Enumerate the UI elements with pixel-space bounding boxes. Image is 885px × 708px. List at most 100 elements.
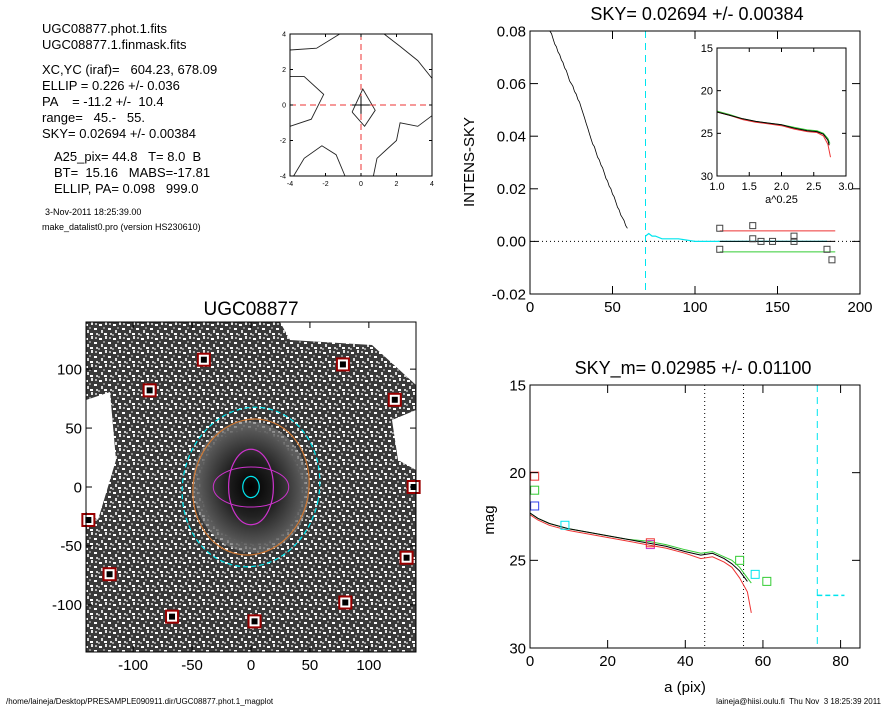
contour-xtick-label: 4 <box>430 181 434 188</box>
sky-xtick-label: 0 <box>526 299 534 316</box>
sky-box-marker <box>769 237 777 245</box>
sky-xtick-label: 200 <box>847 299 872 316</box>
sky-ytick-label: 0.02 <box>497 181 526 198</box>
mag-marker <box>530 471 540 481</box>
mag-xtick-label: 80 <box>832 653 849 670</box>
image-xtick-label: 50 <box>302 657 319 674</box>
sky-xtick-label: 50 <box>604 299 621 316</box>
position-angle: PA = -11.2 +/- 10.4 <box>42 94 164 109</box>
program-name: make_datalist0.pro (version HS230610) <box>42 222 201 232</box>
contour-ytick-label: 2 <box>282 67 286 74</box>
isophote-inner <box>212 466 290 508</box>
mag-ytick-label: 30 <box>509 640 526 657</box>
contour-line <box>383 33 433 79</box>
image-ytick-label: 0 <box>74 479 82 496</box>
mag-profile-line <box>529 512 752 584</box>
inset-xtick-label: 3.0 <box>838 181 853 193</box>
contour-xtick-label: 2 <box>395 181 399 188</box>
contour-ytick-label: 4 <box>282 31 286 38</box>
mag-xlabel: a (pix) <box>664 679 706 696</box>
mag-ytick-label: 15 <box>509 377 526 394</box>
mag-marker <box>560 520 570 530</box>
filename-phot: UGC08877.phot.1.fits <box>42 21 168 36</box>
footer-user: laineja@hiisi.oulu.fi Thu Nov 3 18:25:39… <box>716 697 881 706</box>
masked-star-core <box>106 571 113 578</box>
sky-xtick-label: 100 <box>682 299 707 316</box>
mag-marker <box>530 485 540 495</box>
sky-box-marker <box>716 245 724 253</box>
mag-frame <box>529 384 861 649</box>
mag-xtick-label: 40 <box>677 653 694 670</box>
contour-ytick-label: -4 <box>280 173 286 180</box>
contour-line <box>372 115 433 177</box>
image-ytick-label: 50 <box>65 420 82 437</box>
image-ytick-label: -50 <box>60 538 82 555</box>
sky-outer-profile <box>645 232 827 242</box>
sky-box-marker <box>716 224 724 232</box>
contour-xtick-label: 0 <box>359 181 363 188</box>
contour-xtick-label: -2 <box>322 181 328 188</box>
sky-panel: SKY= 0.02694 +/- 0.00384 INTENS-SKY 0 50 100… <box>461 4 873 316</box>
sky-profile-line <box>549 30 628 229</box>
timestamp: 3-Nov-2011 18:25:39.00 <box>45 207 142 217</box>
masked-star-core <box>391 396 398 403</box>
image-xtick-label: -50 <box>181 657 203 674</box>
image-xtick-label: -100 <box>118 657 148 674</box>
mag-ytick-label: 20 <box>509 465 526 482</box>
image-ytick-label: -100 <box>52 597 82 614</box>
fit-range: range= 45.- 55. <box>42 110 145 125</box>
sky-box-marker <box>790 232 798 240</box>
sky-box-marker <box>749 235 757 243</box>
mag-marker <box>530 501 540 511</box>
ellipticity: ELLIP = 0.226 +/- 0.036 <box>42 78 180 93</box>
filename-mask: UGC08877.1.finmask.fits <box>42 37 187 52</box>
masked-star-core <box>339 361 346 368</box>
image-xtick-label: 100 <box>356 657 381 674</box>
mag-marker <box>645 538 655 548</box>
sky-ylabel: INTENS-SKY <box>461 117 478 207</box>
inset-profile-line <box>716 111 831 158</box>
isophote-ellipse <box>181 406 321 568</box>
sky-value: SKY= 0.02694 +/- 0.00384 <box>42 126 196 141</box>
contour-line <box>293 145 346 177</box>
masked-star-core <box>342 599 349 606</box>
image-masked-region <box>392 410 416 470</box>
contour-line <box>289 33 340 51</box>
mag-xtick-label: 60 <box>755 653 772 670</box>
sky-ytick-label: 0.08 <box>497 23 526 40</box>
inset-profile-line <box>716 111 830 146</box>
inset-xtick-label: 1.5 <box>742 181 757 193</box>
inset-background <box>717 48 846 176</box>
sky-ytick-label: 0.04 <box>497 128 526 145</box>
inset-ytick-label: 15 <box>701 43 713 55</box>
masked-star-core <box>251 618 258 625</box>
mag-xtick-label: 0 <box>526 653 534 670</box>
inset-xtick-label: 1.0 <box>709 181 724 193</box>
sky-box-marker <box>749 222 757 230</box>
mag-panel: SKY_m= 0.02985 +/- 0.01100 mag a (pix) 0 20 4… <box>481 358 861 696</box>
mag-ytick-label: 25 <box>509 553 526 570</box>
sky-box-marker <box>823 245 831 253</box>
mag-marker <box>762 576 772 586</box>
mag-xtick-label: 20 <box>599 653 616 670</box>
image-xtick-label: 0 <box>247 657 255 674</box>
sky-xtick-label: 150 <box>765 299 790 316</box>
image-ytick-label: 100 <box>57 361 82 378</box>
bt-line: BT= 15.16 MABS=-17.81 <box>54 165 211 180</box>
contour-line <box>351 88 376 128</box>
ellip-pa-line: ELLIP, PA= 0.098 999.0 <box>54 181 199 196</box>
sky-title: SKY= 0.02694 +/- 0.00384 <box>590 4 803 24</box>
inset-ytick-label: 25 <box>701 128 713 140</box>
isophote-ellipse <box>192 418 310 556</box>
inset-xtick-label: 2.0 <box>774 181 789 193</box>
sky-box-marker <box>790 237 798 245</box>
inset-ytick-label: 20 <box>701 86 713 98</box>
mag-marker <box>735 555 745 565</box>
inset-ytick-label: 30 <box>701 171 713 183</box>
mag-marker <box>750 569 760 579</box>
image-title: UGC08877 <box>203 299 298 320</box>
galaxy-body <box>192 421 310 553</box>
mag-ylabel: mag <box>481 505 498 534</box>
image-masked-region <box>86 322 416 385</box>
center-coords: XC,YC (iraf)= 604.23, 678.09 <box>42 62 218 77</box>
